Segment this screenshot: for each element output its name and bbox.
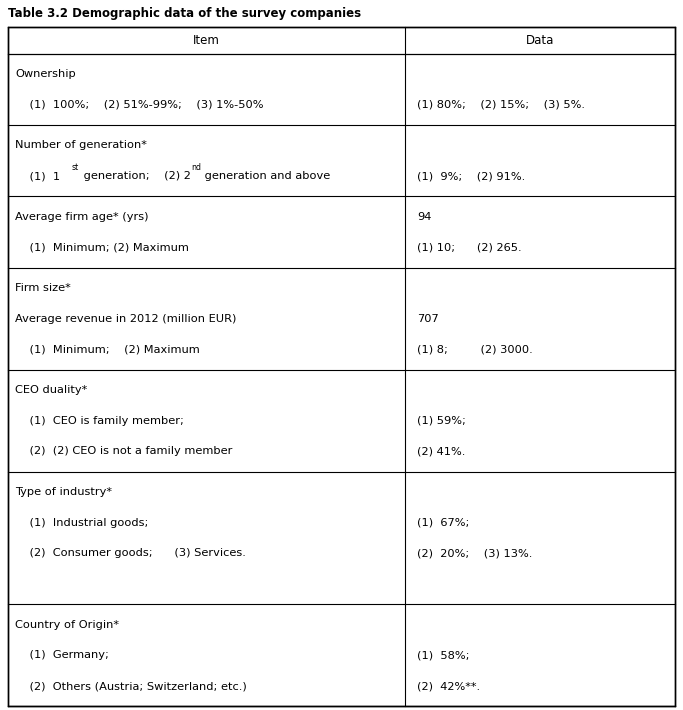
Text: 707: 707 xyxy=(417,314,439,324)
Text: Item: Item xyxy=(193,34,220,47)
Text: (2)  Others (Austria; Switzerland; etc.): (2) Others (Austria; Switzerland; etc.) xyxy=(15,681,247,692)
Text: nd: nd xyxy=(191,163,201,172)
Text: Data: Data xyxy=(526,34,554,47)
Text: (2)  20%;    (3) 13%.: (2) 20%; (3) 13%. xyxy=(417,548,533,559)
Text: Average revenue in 2012 (million EUR): Average revenue in 2012 (million EUR) xyxy=(15,314,236,324)
Text: (1)  58%;: (1) 58%; xyxy=(417,650,470,660)
Text: Type of industry*: Type of industry* xyxy=(15,487,112,497)
Text: (1) 8;         (2) 3000.: (1) 8; (2) 3000. xyxy=(417,344,533,354)
Text: (1) 59%;: (1) 59%; xyxy=(417,415,466,425)
Text: (1)  Minimum; (2) Maximum: (1) Minimum; (2) Maximum xyxy=(15,242,189,252)
Text: Country of Origin*: Country of Origin* xyxy=(15,620,119,630)
Text: Average firm age* (yrs): Average firm age* (yrs) xyxy=(15,212,148,222)
Text: Firm size*: Firm size* xyxy=(15,283,71,293)
Text: (2)  42%**.: (2) 42%**. xyxy=(417,681,480,692)
Text: (1)  9%;    (2) 91%.: (1) 9%; (2) 91%. xyxy=(417,171,525,181)
Text: (2)  (2) CEO is not a family member: (2) (2) CEO is not a family member xyxy=(15,447,232,457)
Text: Table 3.2 Demographic data of the survey companies: Table 3.2 Demographic data of the survey… xyxy=(8,7,361,20)
Text: (2)  Consumer goods;      (3) Services.: (2) Consumer goods; (3) Services. xyxy=(15,548,246,559)
Text: CEO duality*: CEO duality* xyxy=(15,385,87,395)
Text: (1)  Industrial goods;: (1) Industrial goods; xyxy=(15,518,148,528)
Text: (1)  Minimum;    (2) Maximum: (1) Minimum; (2) Maximum xyxy=(15,344,199,354)
Text: Number of generation*: Number of generation* xyxy=(15,141,147,151)
Text: generation;    (2) 2: generation; (2) 2 xyxy=(80,171,191,181)
Text: (2) 41%.: (2) 41%. xyxy=(417,447,466,457)
Text: (1)  100%;    (2) 51%-99%;    (3) 1%-50%: (1) 100%; (2) 51%-99%; (3) 1%-50% xyxy=(15,100,264,110)
Text: (1) 10;      (2) 265.: (1) 10; (2) 265. xyxy=(417,242,522,252)
Text: generation and above: generation and above xyxy=(201,171,330,181)
Text: (1)  Germany;: (1) Germany; xyxy=(15,650,109,660)
Text: st: st xyxy=(72,163,79,172)
Text: (1)  1: (1) 1 xyxy=(15,171,60,181)
Text: Ownership: Ownership xyxy=(15,69,76,80)
Text: (1)  67%;: (1) 67%; xyxy=(417,518,469,528)
Text: 94: 94 xyxy=(417,212,432,222)
Text: (1)  CEO is family member;: (1) CEO is family member; xyxy=(15,415,184,425)
Text: (1) 80%;    (2) 15%;    (3) 5%.: (1) 80%; (2) 15%; (3) 5%. xyxy=(417,100,585,110)
